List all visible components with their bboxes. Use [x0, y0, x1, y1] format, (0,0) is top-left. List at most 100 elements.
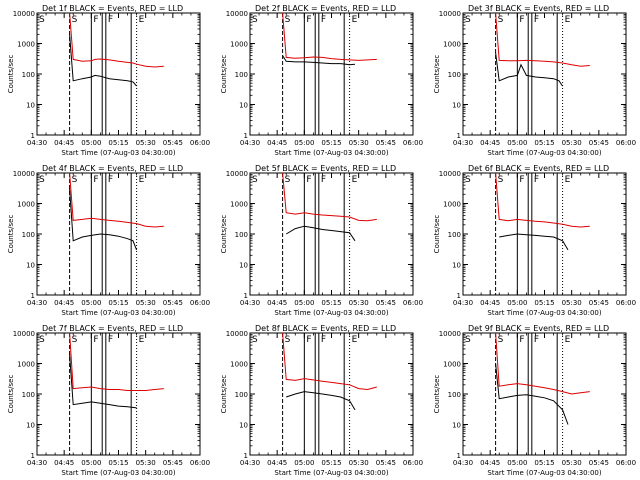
y-tick-label: 1 — [244, 292, 248, 300]
marker-letter-corner: S — [252, 15, 258, 25]
x-tick-label: 05:00 — [81, 459, 101, 467]
y-tick-label: 1 — [457, 132, 461, 140]
x-tick-label: 05:00 — [507, 139, 527, 147]
y-tick-label: 100 — [448, 71, 461, 79]
marker-letter: E — [352, 175, 358, 185]
y-tick-label: 10 — [26, 262, 35, 270]
series-lld — [69, 332, 164, 391]
x-tick-label: 05:15 — [321, 299, 341, 307]
y-tick-label: 1 — [244, 132, 248, 140]
marker-letter: S — [72, 175, 78, 185]
x-tick-label: 06:00 — [190, 459, 210, 467]
panel-6: Det 6f BLACK = Events, RED = LLD Counts/s… — [433, 164, 636, 317]
x-axis-label: Start Time (07-Aug-03 04:30:00) — [61, 149, 175, 157]
series-events — [286, 391, 356, 411]
x-tick-label: 05:45 — [589, 139, 609, 147]
y-tick-label: 10 — [239, 422, 248, 430]
plot-frame — [462, 12, 627, 136]
x-axis-label: Start Time (07-Aug-03 04:30:00) — [61, 469, 175, 477]
marker-letter: S — [498, 175, 504, 185]
x-tick-label: 04:45 — [54, 139, 74, 147]
y-tick-label: 10000 — [226, 10, 248, 18]
y-tick-label: 1000 — [230, 201, 248, 209]
plot-frame — [36, 332, 201, 456]
x-tick-label: 05:15 — [321, 139, 341, 147]
x-tick-label: 05:15 — [534, 459, 554, 467]
x-tick-label: 04:45 — [480, 139, 500, 147]
y-tick-label: 10000 — [439, 170, 461, 178]
x-tick-label: 04:45 — [54, 299, 74, 307]
y-tick-label: 100 — [22, 391, 35, 399]
y-tick-label: 1 — [31, 132, 35, 140]
series-events — [499, 233, 569, 251]
marker-letter: F — [108, 15, 113, 25]
series-events — [495, 52, 564, 87]
y-tick-label: 10000 — [226, 330, 248, 338]
marker-letter: S — [285, 335, 291, 345]
y-tick-label: 100 — [448, 231, 461, 239]
x-tick-label: 05:45 — [589, 299, 609, 307]
marker-letter: F — [321, 175, 326, 185]
marker-letter: F — [321, 335, 326, 345]
x-tick-label: 05:00 — [81, 299, 101, 307]
panel-title: Det 7f BLACK = Events, RED = LLD — [42, 324, 183, 333]
y-tick-label: 100 — [235, 391, 248, 399]
y-tick-label: 1000 — [230, 41, 248, 49]
marker-letter: E — [565, 15, 571, 25]
x-tick-label: 05:30 — [349, 139, 369, 147]
plot-frame — [249, 172, 414, 296]
marker-letter: E — [565, 335, 571, 345]
y-axis-label: Counts/sec — [433, 215, 441, 254]
y-tick-label: 1000 — [443, 361, 461, 369]
marker-letter: F — [534, 15, 539, 25]
panel-title: Det 4f BLACK = Events, RED = LLD — [42, 164, 183, 173]
y-tick-label: 10000 — [13, 170, 35, 178]
x-tick-label: 05:30 — [349, 299, 369, 307]
x-tick-label: 05:30 — [562, 299, 582, 307]
y-axis-label: Counts/sec — [7, 215, 15, 254]
y-tick-label: 10 — [452, 422, 461, 430]
marker-letter: F — [321, 15, 326, 25]
x-tick-label: 05:00 — [81, 139, 101, 147]
marker-letter: F — [519, 15, 524, 25]
x-tick-label: 04:30 — [453, 459, 473, 467]
x-tick-label: 06:00 — [190, 139, 210, 147]
panel-2: Det 2f BLACK = Events, RED = LLD Counts/s… — [220, 4, 423, 157]
x-tick-label: 04:30 — [453, 139, 473, 147]
x-tick-label: 05:30 — [136, 299, 156, 307]
y-tick-label: 100 — [235, 231, 248, 239]
series-lld — [282, 12, 377, 61]
plot-frame — [36, 12, 201, 136]
x-axis-label: Start Time (07-Aug-03 04:30:00) — [487, 469, 601, 477]
x-tick-label: 04:45 — [267, 299, 287, 307]
panel-7: Det 7f BLACK = Events, RED = LLD Counts/s… — [7, 324, 210, 477]
marker-letter: F — [534, 175, 539, 185]
x-tick-label: 05:45 — [376, 299, 396, 307]
marker-letter: S — [498, 15, 504, 25]
y-tick-label: 10 — [26, 422, 35, 430]
panel-title: Det 9f BLACK = Events, RED = LLD — [468, 324, 609, 333]
x-axis-label: Start Time (07-Aug-03 04:30:00) — [61, 309, 175, 317]
y-tick-label: 10 — [239, 102, 248, 110]
x-tick-label: 05:00 — [294, 299, 314, 307]
y-tick-label: 10000 — [13, 10, 35, 18]
x-tick-label: 05:30 — [136, 459, 156, 467]
x-tick-label: 05:00 — [507, 459, 527, 467]
x-tick-label: 04:30 — [240, 299, 260, 307]
panel-4: Det 4f BLACK = Events, RED = LLD Counts/s… — [7, 164, 210, 317]
y-axis-label: Counts/sec — [220, 215, 228, 254]
marker-letter: S — [72, 15, 78, 25]
y-tick-label: 100 — [22, 71, 35, 79]
series-lld — [282, 332, 377, 391]
x-tick-label: 04:45 — [54, 459, 74, 467]
series-events — [69, 354, 137, 409]
panel-8: Det 8f BLACK = Events, RED = LLD Counts/s… — [220, 324, 423, 477]
x-tick-label: 05:30 — [562, 139, 582, 147]
y-tick-label: 10 — [452, 262, 461, 270]
x-tick-label: 04:45 — [480, 459, 500, 467]
y-tick-label: 1 — [31, 292, 35, 300]
x-tick-label: 06:00 — [616, 139, 636, 147]
y-tick-label: 1000 — [443, 201, 461, 209]
marker-letter: F — [108, 335, 113, 345]
